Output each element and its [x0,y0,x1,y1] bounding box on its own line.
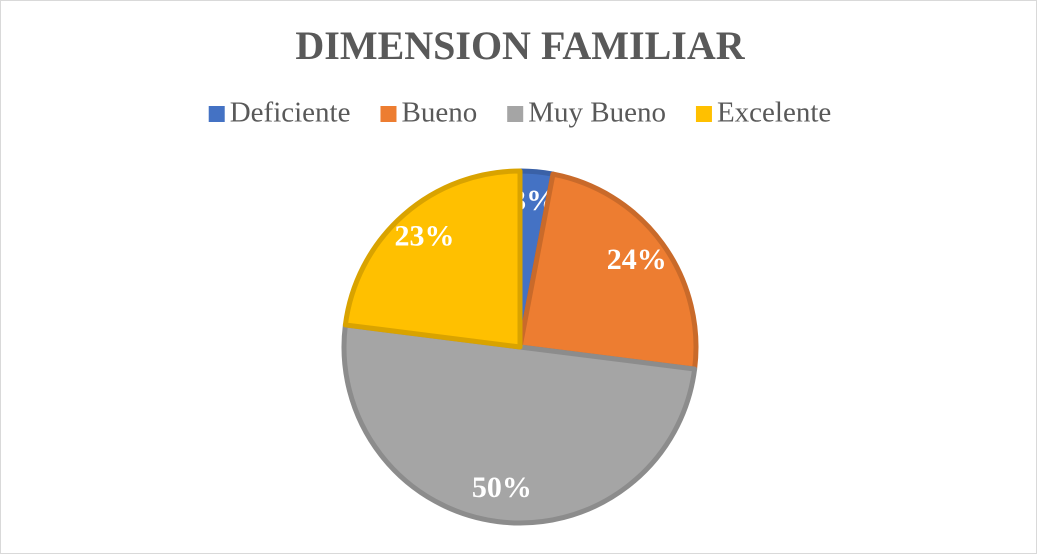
legend-swatch [380,106,397,122]
pie-slice [341,322,698,526]
chart-title: DIMENSION FAMILIAR [295,23,745,68]
legend-swatch [208,106,225,122]
legend-label: Muy Bueno [528,97,666,129]
data-label: 23% [395,220,455,253]
pie-slice [342,168,523,350]
legend-swatch [695,106,712,122]
legend-swatch [507,106,524,122]
legend: Deficiente Bueno Muy Bueno Excelente [208,97,831,129]
pie-slice [517,171,699,372]
data-label: 50% [472,471,532,504]
legend-label: Bueno [401,97,477,129]
legend-label: Deficiente [230,97,351,129]
data-label: 24% [607,243,667,276]
legend-label: Excelente [717,97,831,129]
